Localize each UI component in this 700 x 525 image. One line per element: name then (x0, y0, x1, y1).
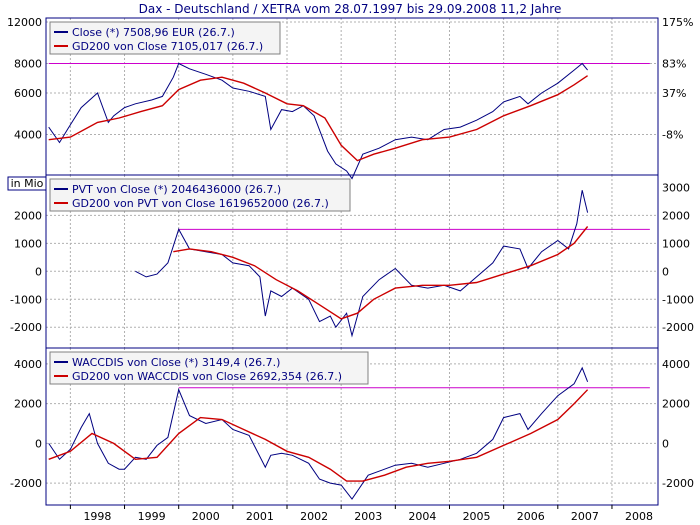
x-tick-label: 2000 (192, 510, 220, 523)
y-tick-right: 175% (662, 16, 693, 29)
y-tick-left: -2000 (10, 477, 42, 490)
y-tick-left: 4000 (14, 128, 42, 141)
x-tick-label: 2002 (300, 510, 328, 523)
series-line-gd200 (173, 226, 589, 320)
chart-title: Dax - Deutschland / XETRA vom 28.07.1997… (139, 2, 562, 16)
panel-1: 12000 8000 6000 4000 175% 83% 37% -8% Close (*) … (7, 16, 693, 180)
y-tick-right: 2000 (662, 398, 690, 411)
legend-box (49, 178, 351, 212)
unit-label: in Mio (11, 177, 44, 190)
y-tick-right: -1000 (662, 293, 694, 306)
x-tick-label: 2001 (246, 510, 274, 523)
legend-entry: WACCDIS von Close (*) 3149,4 (26.7.) (72, 356, 280, 369)
y-tick-right: 0 (662, 437, 669, 450)
y-tick-right: 0 (662, 265, 669, 278)
legend-box (49, 21, 281, 55)
y-tick-left: 0 (35, 265, 42, 278)
y-tick-left: 2000 (14, 398, 42, 411)
unit-label-box (7, 176, 47, 191)
y-tick-right: -2000 (662, 321, 694, 334)
legend-entry: Close (*) 7508,96 EUR (26.7.) (72, 26, 235, 39)
y-tick-left: 4000 (14, 358, 42, 371)
series-line-main (48, 62, 588, 180)
y-tick-right: 2000 (662, 209, 690, 222)
y-tick-right: 83% (662, 58, 686, 71)
legend-box (49, 351, 369, 385)
y-tick-right: -2000 (662, 477, 694, 490)
series-line-gd200 (48, 389, 589, 482)
y-tick-right: 4000 (662, 358, 690, 371)
panel-frame (45, 347, 659, 506)
y-tick-left: 1000 (14, 237, 42, 250)
x-tick-label: 1999 (138, 510, 166, 523)
series-line-gd200 (48, 75, 588, 162)
legend-entry: PVT von Close (*) 2046436000 (26.7.) (72, 183, 281, 196)
x-tick-label: 1998 (83, 510, 111, 523)
x-tick-label: 2006 (517, 510, 545, 523)
x-tick-label: 2007 (571, 510, 599, 523)
y-tick-left: -2000 (10, 321, 42, 334)
y-tick-right: 1000 (662, 237, 690, 250)
y-tick-left: 6000 (14, 87, 42, 100)
legend-entry: GD200 von PVT von Close 1619652000 (26.7… (72, 197, 329, 210)
y-tick-left: 2000 (14, 209, 42, 222)
panel-3: 4000 2000 0 -2000 4000 2000 0 -2000 WACCDIS von … (10, 347, 694, 506)
y-tick-right: 3000 (662, 181, 690, 194)
x-tick-label: 2003 (354, 510, 382, 523)
y-tick-right: 37% (662, 87, 686, 100)
series-line-main (135, 190, 589, 338)
series-line-main (48, 366, 589, 500)
y-tick-left: 8000 (14, 58, 42, 71)
x-tick-label: 2004 (408, 510, 436, 523)
x-tick-label: 2008 (625, 510, 653, 523)
x-tick-label: 2005 (463, 510, 491, 523)
panel-2: 2000 1000 0 -1000 -2000 3000 2000 1000 0 -1000 -20… (7, 174, 694, 349)
y-tick-left: 0 (35, 437, 42, 450)
y-tick-left: -1000 (10, 293, 42, 306)
chart-panels: 12000 8000 6000 4000 175% 83% 37% -8% Close (*) … (7, 16, 694, 506)
legend-entry: GD200 von Close 7105,017 (26.7.) (72, 40, 263, 53)
legend-entry: GD200 von WACCDIS von Close 2692,354 (26… (72, 370, 342, 383)
y-tick-right: -8% (662, 128, 683, 141)
y-tick-left: 12000 (7, 16, 42, 29)
x-axis: 1998 1999 2000 2001 2002 2003 2004 2005 2006 2007… (69, 505, 653, 523)
